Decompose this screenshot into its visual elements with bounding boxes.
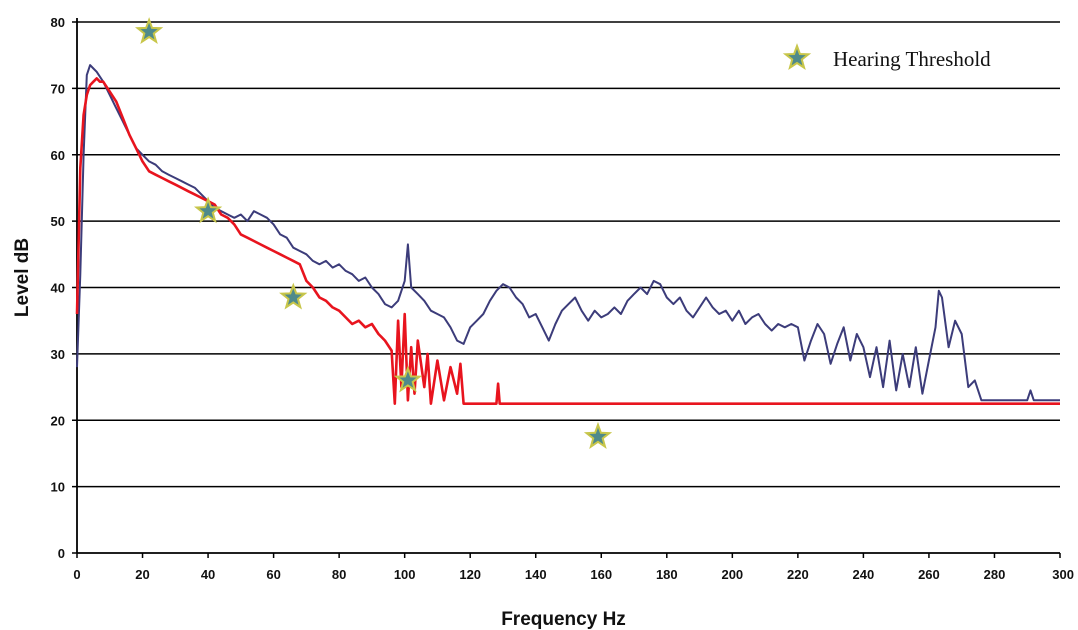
x-tick-label-40: 40	[201, 567, 215, 582]
legend-label: Hearing Threshold	[833, 47, 991, 71]
y-tick-label-50: 50	[51, 214, 65, 229]
threshold-star-2	[193, 196, 223, 224]
y-tick-label-70: 70	[51, 81, 65, 96]
y-tick-label-80: 80	[51, 15, 65, 30]
x-tick-label-0: 0	[73, 567, 80, 582]
threshold-star-4	[393, 365, 423, 393]
x-tick-label-180: 180	[656, 567, 678, 582]
y-axis-title: Level dB	[12, 238, 33, 317]
axis-layer: 0 10 20 30 40 50 60 70 80 0 20 40 60 80 100 120 140 160 18…	[12, 15, 1074, 630]
x-tick-label-140: 140	[525, 567, 547, 582]
x-tick-label-100: 100	[394, 567, 416, 582]
threshold-star-5	[583, 421, 613, 449]
y-tick-label-20: 20	[51, 413, 65, 428]
y-tick-label-60: 60	[51, 148, 65, 163]
x-tick-label-20: 20	[135, 567, 149, 582]
y-tick-label-30: 30	[51, 347, 65, 362]
y-tick-label-10: 10	[51, 480, 65, 495]
x-tick-label-280: 280	[984, 567, 1006, 582]
series-line-2	[75, 77, 1060, 405]
legend-star-icon	[782, 43, 812, 71]
series-line-1	[76, 64, 1060, 402]
threshold-marker-layer	[134, 17, 613, 449]
y-tick-label-40: 40	[51, 281, 65, 296]
x-axis-title: Frequency Hz	[501, 609, 626, 630]
y-tick-label-0: 0	[58, 546, 65, 561]
x-tick-label-260: 260	[918, 567, 940, 582]
x-tick-label-300: 300	[1052, 567, 1074, 582]
x-tick-label-60: 60	[266, 567, 280, 582]
x-tick-label-200: 200	[721, 567, 743, 582]
series-layer	[75, 64, 1060, 405]
x-tick-label-240: 240	[853, 567, 875, 582]
x-tick-label-160: 160	[590, 567, 612, 582]
legend: Hearing Threshold	[782, 43, 991, 71]
x-tick-label-120: 120	[459, 567, 481, 582]
threshold-star-1	[134, 17, 164, 45]
threshold-star-3	[279, 282, 308, 310]
x-tick-label-80: 80	[332, 567, 346, 582]
grid-layer	[77, 21, 1060, 488]
x-tick-label-220: 220	[787, 567, 809, 582]
